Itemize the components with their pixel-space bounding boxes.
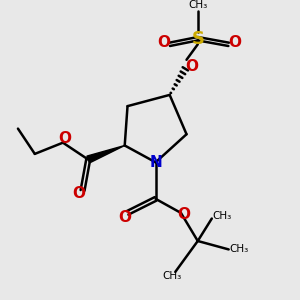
Polygon shape [87, 146, 125, 163]
Text: O: O [158, 35, 170, 50]
Text: O: O [177, 207, 190, 222]
Text: O: O [186, 59, 199, 74]
Text: CH₃: CH₃ [212, 211, 231, 221]
Text: O: O [58, 131, 71, 146]
Text: O: O [228, 35, 241, 50]
Text: N: N [149, 155, 162, 170]
Text: O: O [118, 210, 131, 225]
Text: S: S [191, 30, 204, 48]
Text: O: O [72, 186, 85, 201]
Text: CH₃: CH₃ [188, 0, 207, 10]
Text: CH₃: CH₃ [229, 244, 248, 254]
Text: CH₃: CH₃ [163, 271, 182, 281]
